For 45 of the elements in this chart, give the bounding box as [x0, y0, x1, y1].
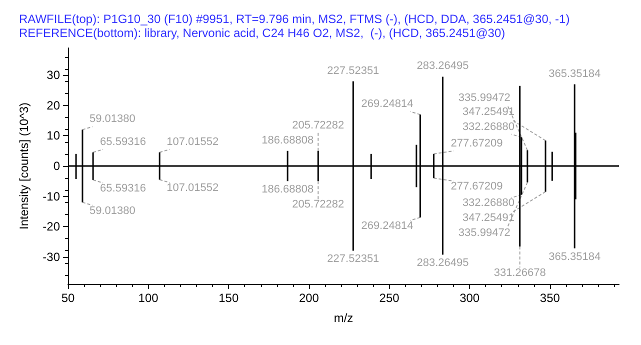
annotation: 205.72282 [292, 119, 344, 132]
annotation: 227.52351 [327, 64, 380, 77]
y-tick-label: 30 [46, 68, 60, 82]
y-tick-label: 10 [46, 128, 60, 143]
x-tick-label: 50 [61, 291, 75, 305]
y-tick-label: 0 [53, 159, 60, 173]
annotation: 335.99472 [458, 226, 510, 239]
annotation: 186.68808 [262, 134, 314, 146]
annotation: 331.26678 [494, 266, 546, 279]
chart-title: RAWFILE(top): P1G10_30 (F10) #9951, RT=9.796 min, MS2, FTMS (-), (HCD, DDA, 365.2451@30, -1) [19, 12, 570, 26]
y-axis-title: Intensity [counts] (10^3) [17, 102, 31, 230]
x-tick-label: 300 [460, 291, 480, 305]
annotation: 59.01380 [89, 113, 136, 126]
annotation: 365.35184 [548, 250, 601, 263]
y-tick-label: -20 [42, 220, 60, 234]
annotation: 186.68808 [262, 184, 314, 196]
annotation: 365.35184 [548, 68, 601, 80]
x-tick-label: 250 [379, 291, 400, 305]
annotation: 347.25491 [462, 212, 515, 224]
x-axis-title: m/z [334, 311, 354, 325]
annotation: 332.26880 [462, 120, 514, 133]
y-tick-label: -30 [42, 250, 60, 264]
x-tick-label: 200 [298, 291, 320, 305]
annotation: 283.26495 [416, 257, 469, 270]
y-tick-label: -10 [42, 189, 60, 204]
annotation: 205.72282 [292, 198, 344, 211]
x-tick-label: 150 [218, 291, 239, 305]
annotation: 269.24814 [361, 98, 414, 110]
y-tick-label: 20 [46, 98, 60, 112]
x-tick-label: 350 [540, 291, 560, 305]
annotation: 347.25491 [462, 106, 515, 118]
annotation: 335.99472 [458, 92, 510, 104]
annotation: 269.24814 [361, 220, 414, 232]
annotation: 283.26495 [416, 60, 469, 72]
annotation: 227.52351 [327, 253, 380, 266]
chart-subtitle: REFERENCE(bottom): library, Nervonic acid, C24 H46 O2, MS2, (-), (HCD, 365.2451@30) [19, 26, 506, 40]
annotation: 332.26880 [462, 197, 514, 210]
annotation: 277.67209 [450, 180, 503, 193]
annotation: 65.59316 [100, 136, 146, 148]
annotation: 65.59316 [100, 182, 146, 194]
annotation: 59.01380 [89, 204, 136, 217]
annotation: 107.01552 [166, 182, 219, 194]
x-tick-label: 100 [138, 291, 159, 305]
annotation: 107.01552 [166, 136, 219, 148]
annotation: 277.67209 [450, 137, 503, 150]
